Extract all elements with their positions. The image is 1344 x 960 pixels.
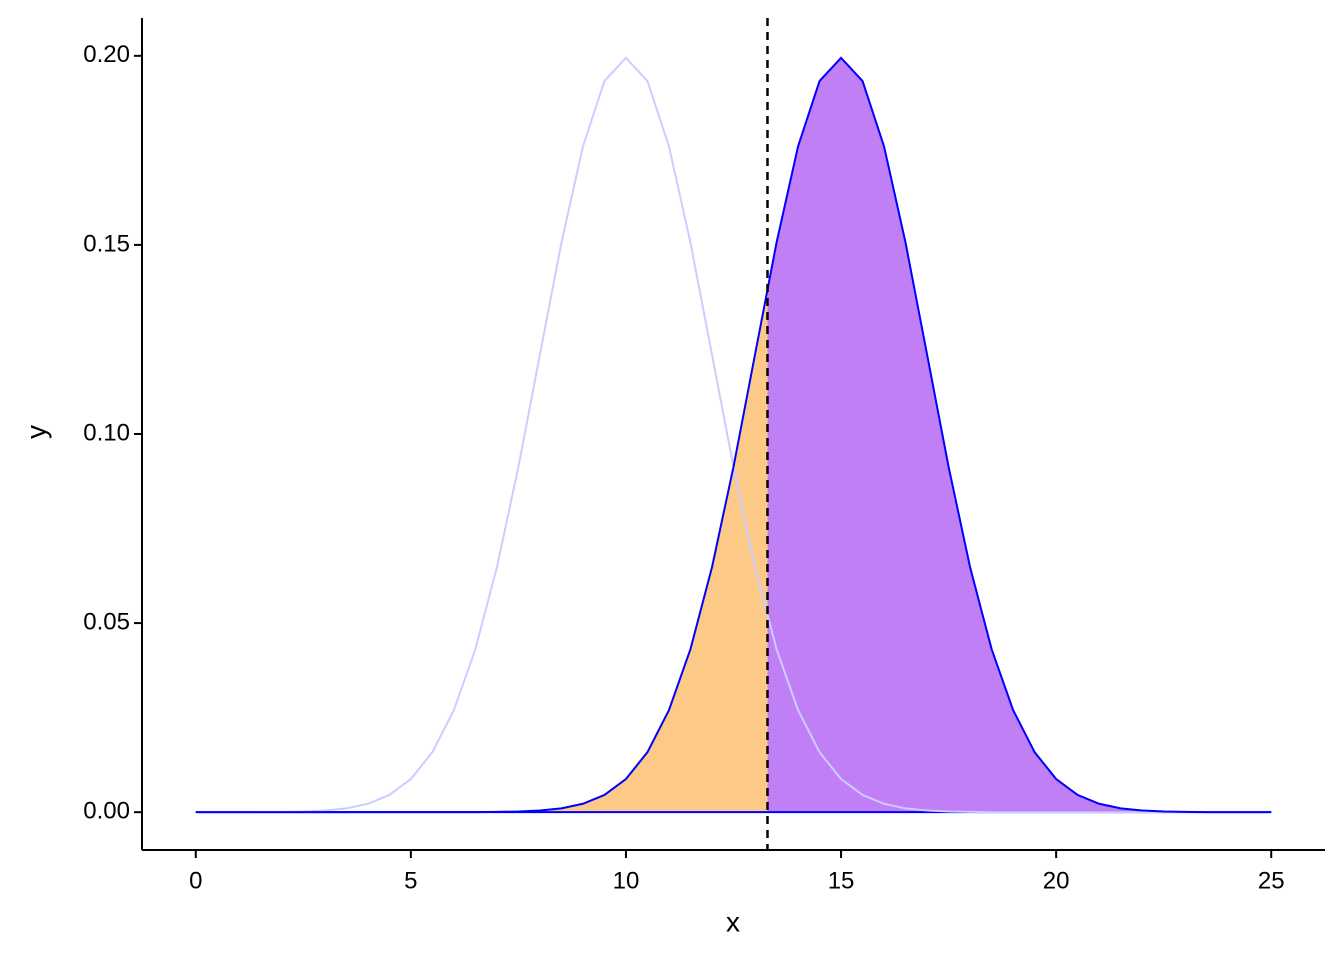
x-tick-label: 25 [1258, 867, 1285, 894]
y-tick-label: 0.15 [83, 230, 130, 257]
y-tick-label: 0.20 [83, 41, 130, 68]
x-tick-label: 5 [404, 867, 417, 894]
x-axis-title: x [726, 906, 740, 937]
x-tick-label: 0 [189, 867, 202, 894]
plot-area [195, 18, 1272, 850]
shaded-area-left [195, 289, 768, 813]
x-tick-label: 10 [613, 867, 640, 894]
y-tick-label: 0.05 [83, 608, 130, 635]
y-tick-label: 0.10 [83, 419, 130, 446]
x-tick-label: 20 [1043, 867, 1070, 894]
shaded-area-right [767, 57, 1272, 813]
density-line [195, 56, 1272, 814]
y-tick-label: 0.00 [83, 798, 130, 825]
y-axis-title: y [20, 425, 51, 439]
x-tick-label: 15 [828, 867, 855, 894]
